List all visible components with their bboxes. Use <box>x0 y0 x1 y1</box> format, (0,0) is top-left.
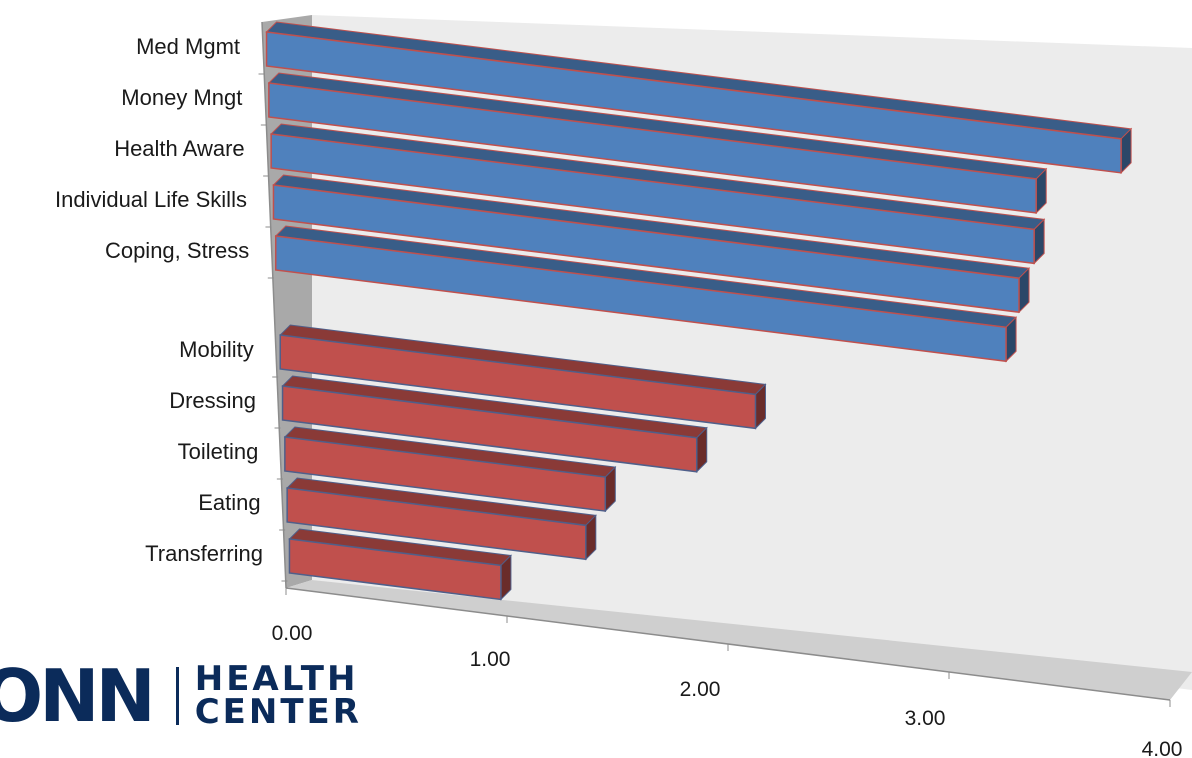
category-label: Eating <box>198 490 260 515</box>
x-tick-labels: 0.00 1.00 2.00 3.00 4.00 <box>272 622 1183 758</box>
category-label: Mobility <box>179 337 254 362</box>
bar-individual-life-skills <box>272 174 1031 314</box>
bar-front-face <box>265 31 1122 174</box>
category-label: Med Mgmt <box>136 34 240 59</box>
bar-toileting <box>283 426 617 513</box>
bar-health-aware <box>270 123 1046 265</box>
bar-mobility <box>279 324 767 430</box>
x-tick-label: 3.00 <box>905 707 946 730</box>
bar-front-face <box>279 334 757 430</box>
x-tick-label: 0.00 <box>272 622 313 645</box>
logo-divider <box>175 667 179 725</box>
axis-ticks <box>258 73 1171 707</box>
category-label: Health Aware <box>114 136 244 161</box>
bar-transferring <box>288 528 512 601</box>
bar-med-mgmt <box>265 21 1133 175</box>
bars <box>265 21 1133 601</box>
bar-dressing <box>281 375 708 473</box>
bar-money-mngt <box>267 72 1048 215</box>
x-tick-label: 1.00 <box>470 648 511 671</box>
logo-wordmark: ONN <box>0 654 156 738</box>
logo-line-center: CENTER <box>194 692 362 732</box>
logo-text: HEALTH CENTER <box>194 659 362 732</box>
category-label: Money Mngt <box>121 85 242 110</box>
y-axis-line <box>261 21 287 589</box>
bar-eating <box>286 477 597 561</box>
health-center-logo: ONN HEALTH CENTER <box>0 660 362 732</box>
category-label: Coping, Stress <box>105 238 249 263</box>
bar-front-face <box>270 133 1035 265</box>
bar-front-face <box>272 184 1020 314</box>
bar-front-face <box>288 538 502 601</box>
x-tick-label: 4.00 <box>1142 738 1183 758</box>
category-label: Toileting <box>178 439 259 464</box>
chart-floor <box>286 580 1192 700</box>
bar-front-face <box>286 487 587 561</box>
category-label: Transferring <box>145 541 263 566</box>
bar-front-face <box>275 235 1007 363</box>
category-labels: Med Mgmt Money Mngt Health Aware Individual… <box>55 34 263 566</box>
bar-front-face <box>268 82 1037 214</box>
bar-coping-stress <box>274 225 1018 363</box>
x-tick-label: 2.00 <box>680 678 721 701</box>
logo-line-health: HEALTH <box>194 659 359 699</box>
category-label: Individual Life Skills <box>55 187 247 212</box>
bar-front-face <box>281 385 698 473</box>
category-label: Dressing <box>169 388 256 413</box>
bar-front-face <box>284 436 607 512</box>
